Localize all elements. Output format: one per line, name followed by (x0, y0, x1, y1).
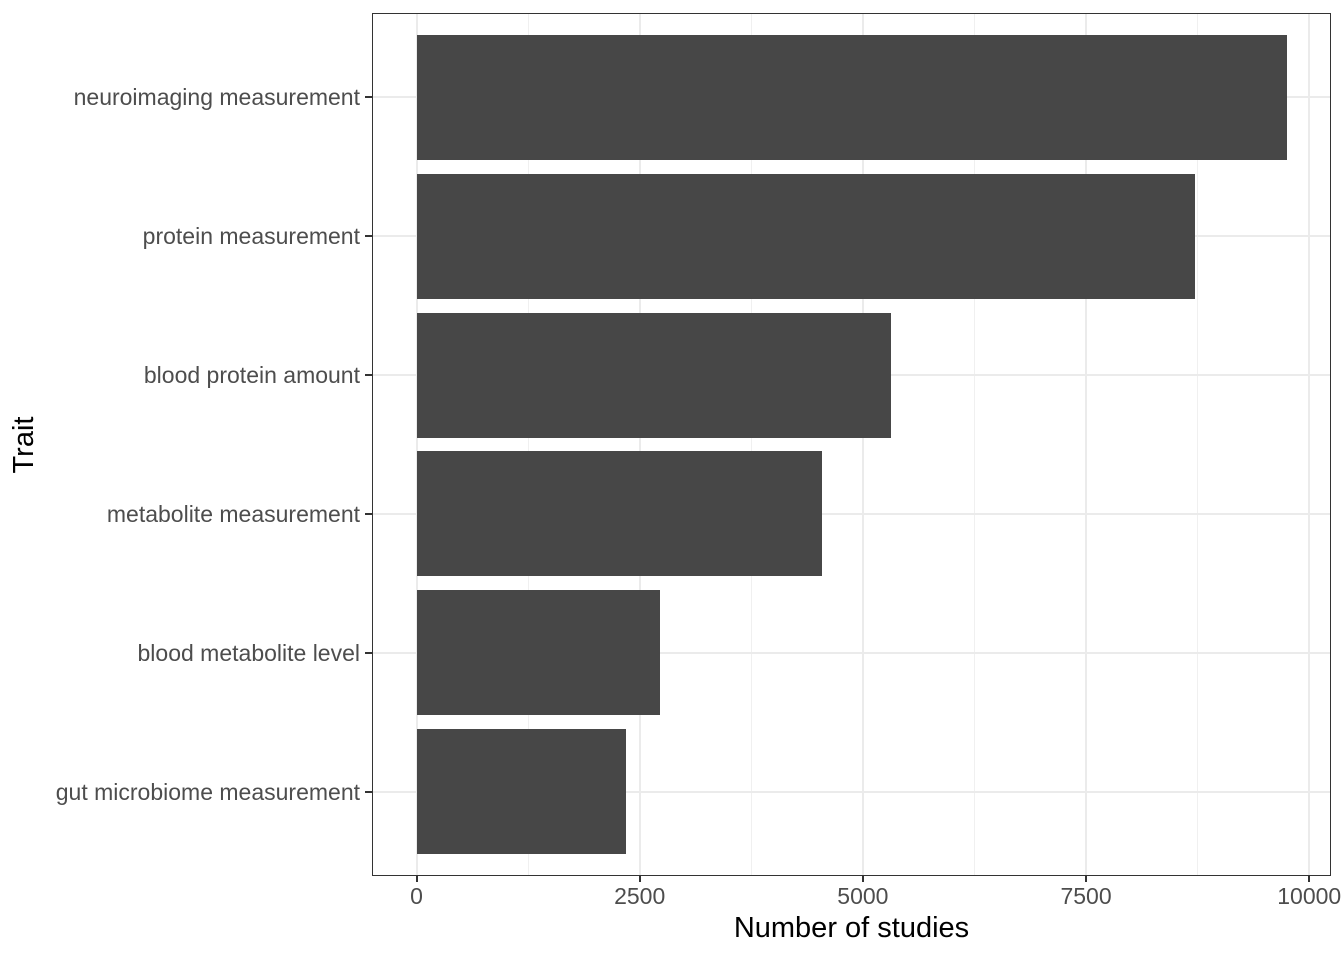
y-tick-mark (365, 512, 372, 515)
x-tick-label: 2500 (614, 883, 666, 909)
x-tick-mark (1308, 875, 1311, 882)
x-axis-title: Number of studies (733, 912, 970, 944)
y-tick-label: neuroimaging measurement (73, 84, 360, 111)
gridline-major-horizontal (373, 512, 1330, 515)
bar-gut-microbiome-measurement (416, 729, 627, 855)
y-tick-mark (365, 235, 372, 238)
gridline-major-vertical (638, 14, 641, 875)
x-tick-mark (415, 875, 418, 882)
y-tick-label: metabolite measurement (106, 500, 360, 527)
gridline-minor-vertical (973, 14, 975, 875)
y-tick-mark (365, 96, 372, 99)
gridline-major-vertical (861, 14, 864, 875)
y-tick-label: protein measurement (142, 223, 360, 250)
y-tick-label: blood protein amount (143, 362, 360, 389)
plot-panel (373, 14, 1330, 875)
gridline-major-vertical (1085, 14, 1088, 875)
bar-neuroimaging-measurement (416, 34, 1287, 160)
gridline-minor-vertical (1197, 14, 1199, 875)
y-tick-mark (365, 374, 372, 377)
x-tick-label: 0 (410, 883, 423, 909)
x-tick-mark (1085, 875, 1088, 882)
gridline-minor-vertical (527, 14, 529, 875)
gridline-major-horizontal (373, 790, 1330, 793)
y-tick-mark (365, 790, 372, 793)
gridline-minor-vertical (750, 14, 752, 875)
gridline-major-vertical (415, 14, 418, 875)
bar-metabolite-measurement (416, 451, 822, 577)
gridline-major-horizontal (373, 651, 1330, 654)
y-tick-mark (365, 651, 372, 654)
x-tick-label: 7500 (1060, 883, 1112, 909)
x-tick-label: 5000 (837, 883, 889, 909)
x-tick-label: 10000 (1277, 883, 1342, 909)
bar-blood-protein-amount (416, 312, 891, 438)
gridline-major-vertical (1308, 14, 1311, 875)
x-tick-mark (861, 875, 864, 882)
y-tick-label: blood metabolite level (137, 639, 360, 666)
bar-blood-metabolite-level (416, 590, 661, 716)
x-tick-mark (638, 875, 641, 882)
bar-protein-measurement (416, 173, 1195, 299)
y-tick-label: gut microbiome measurement (55, 778, 360, 805)
